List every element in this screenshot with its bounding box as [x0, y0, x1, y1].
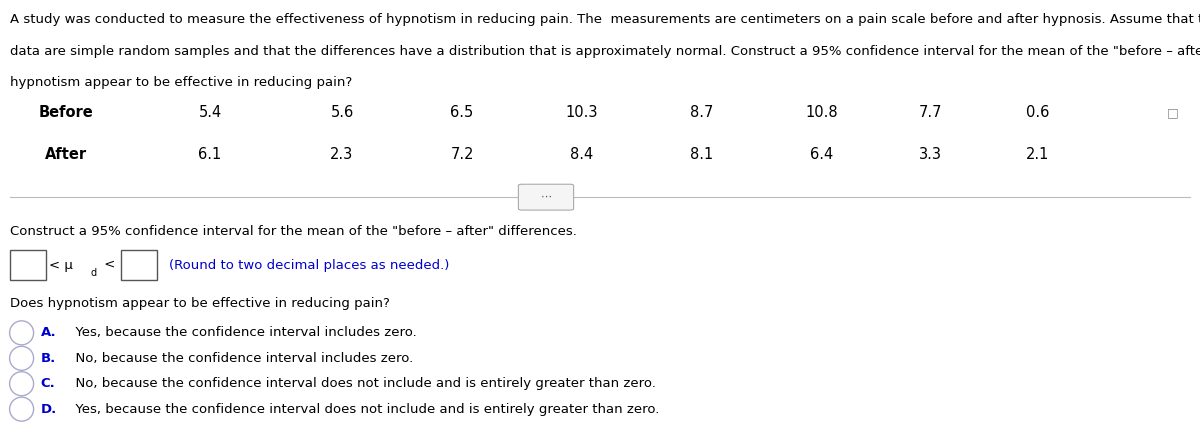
Text: 3.3: 3.3 [918, 147, 942, 162]
Text: Construct a 95% confidence interval for the mean of the "before – after" differe: Construct a 95% confidence interval for … [10, 225, 576, 237]
Text: 10.8: 10.8 [805, 105, 839, 120]
Text: 8.7: 8.7 [690, 105, 714, 120]
FancyBboxPatch shape [518, 184, 574, 210]
Text: 2.1: 2.1 [1026, 147, 1050, 162]
Text: (Round to two decimal places as needed.): (Round to two decimal places as needed.) [169, 259, 450, 271]
Text: Does hypnotism appear to be effective in reducing pain?: Does hypnotism appear to be effective in… [10, 297, 390, 310]
Text: 6.1: 6.1 [198, 147, 222, 162]
Text: No, because the confidence interval includes zero.: No, because the confidence interval incl… [67, 352, 414, 365]
Text: C.: C. [41, 377, 55, 390]
Text: A study was conducted to measure the effectiveness of hypnotism in reducing pain: A study was conducted to measure the eff… [10, 13, 1200, 26]
Text: 2.3: 2.3 [330, 147, 354, 162]
Text: Yes, because the confidence interval includes zero.: Yes, because the confidence interval inc… [67, 326, 416, 339]
Text: data are simple random samples and that the differences have a distribution that: data are simple random samples and that … [10, 45, 1200, 58]
Text: B.: B. [41, 352, 56, 365]
Text: D.: D. [41, 403, 58, 416]
Text: 10.3: 10.3 [565, 105, 599, 120]
Text: 5.6: 5.6 [330, 105, 354, 120]
Text: After: After [44, 147, 88, 162]
Text: 8.1: 8.1 [690, 147, 714, 162]
Text: 0.6: 0.6 [1026, 105, 1050, 120]
Text: < μ: < μ [49, 259, 73, 271]
Text: 6.4: 6.4 [810, 147, 834, 162]
Text: 8.4: 8.4 [570, 147, 594, 162]
FancyBboxPatch shape [10, 250, 46, 280]
Text: □: □ [1166, 106, 1178, 119]
Text: Before: Before [38, 105, 94, 120]
Text: d: d [90, 268, 96, 278]
Text: 7.2: 7.2 [450, 147, 474, 162]
Text: Yes, because the confidence interval does not include and is entirely greater th: Yes, because the confidence interval doe… [67, 403, 660, 416]
Text: A.: A. [41, 326, 56, 339]
Text: ⋯: ⋯ [540, 192, 552, 202]
Text: No, because the confidence interval does not include and is entirely greater tha: No, because the confidence interval does… [67, 377, 656, 390]
Text: 7.7: 7.7 [918, 105, 942, 120]
Text: 5.4: 5.4 [198, 105, 222, 120]
Text: 6.5: 6.5 [450, 105, 474, 120]
Text: <: < [100, 259, 115, 271]
Text: hypnotism appear to be effective in reducing pain?: hypnotism appear to be effective in redu… [10, 76, 352, 89]
FancyBboxPatch shape [121, 250, 157, 280]
